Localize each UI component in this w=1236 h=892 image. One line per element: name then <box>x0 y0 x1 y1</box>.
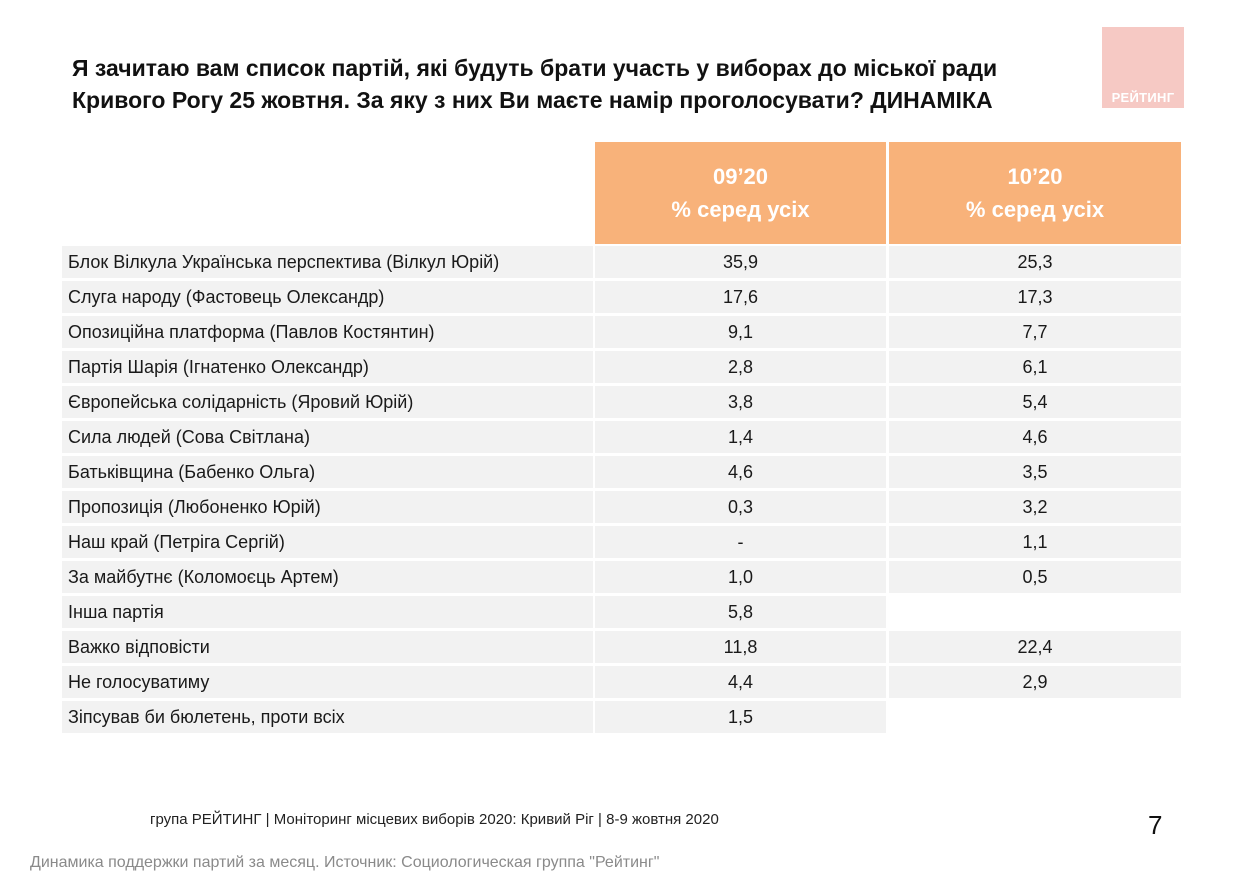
row-label: Опозиційна платформа (Павлов Костянтин) <box>62 316 593 348</box>
value-10-20: 5,4 <box>889 386 1181 418</box>
row-label: Не голосуватиму <box>62 666 593 698</box>
row-label: Європейська солідарність (Яровий Юрій) <box>62 386 593 418</box>
row-label: Інша партія <box>62 596 593 628</box>
table-row: Зіпсував би бюлетень, проти всіх 1,5 <box>0 701 1236 733</box>
value-10-20: 3,5 <box>889 456 1181 488</box>
row-label: Слуга народу (Фастовець Олександр) <box>62 281 593 313</box>
table-row: За майбутнє (Коломоєць Артем) 1,0 0,5 <box>0 561 1236 593</box>
value-10-20: 25,3 <box>889 246 1181 278</box>
row-label: Наш край (Петріга Сергій) <box>62 526 593 558</box>
value-09-20: 2,8 <box>595 351 886 383</box>
value-09-20: 4,6 <box>595 456 886 488</box>
value-09-20: 11,8 <box>595 631 886 663</box>
results-table: 09’20 % серед усіх 10’20 % серед усіх Бл… <box>0 142 1236 733</box>
row-label: Сила людей (Сова Світлана) <box>62 421 593 453</box>
row-label: Зіпсував би бюлетень, проти всіх <box>62 701 593 733</box>
column-subtitle: % серед усіх <box>965 197 1105 222</box>
value-10-20: 17,3 <box>889 281 1181 313</box>
value-09-20: 17,6 <box>595 281 886 313</box>
table-row: Партія Шарія (Ігнатенко Олександр) 2,8 6,1 <box>0 351 1236 383</box>
table-row: Слуга народу (Фастовець Олександр) 17,6 17… <box>0 281 1236 313</box>
column-period: 09’20 <box>712 164 769 189</box>
value-09-20: 9,1 <box>595 316 886 348</box>
value-10-20: 6,1 <box>889 351 1181 383</box>
value-10-20 <box>889 701 1181 733</box>
column-period: 10’20 <box>1007 164 1063 189</box>
row-label: Батьківщина (Бабенко Ольга) <box>62 456 593 488</box>
row-label: Блок Вілкула Українська перспектива (Віл… <box>62 246 593 278</box>
value-10-20: 4,6 <box>889 421 1181 453</box>
table-row: Пропозиція (Любоненко Юрій) 0,3 3,2 <box>0 491 1236 523</box>
row-label: Пропозиція (Любоненко Юрій) <box>62 491 593 523</box>
value-10-20 <box>889 596 1181 628</box>
table-row: Батьківщина (Бабенко Ольга) 4,6 3,5 <box>0 456 1236 488</box>
table-row: Блок Вілкула Українська перспектива (Віл… <box>0 246 1236 278</box>
table-row: Не голосуватиму 4,4 2,9 <box>0 666 1236 698</box>
table-row: Сила людей (Сова Світлана) 1,4 4,6 <box>0 421 1236 453</box>
slide-title: Я зачитаю вам список партій, які будуть … <box>72 55 998 113</box>
image-caption: Динамика поддержки партий за месяц. Исто… <box>30 854 660 871</box>
row-label: Важко відповісти <box>62 631 593 663</box>
value-09-20: - <box>595 526 886 558</box>
value-10-20: 1,1 <box>889 526 1181 558</box>
value-09-20: 1,5 <box>595 701 886 733</box>
value-09-20: 4,4 <box>595 666 886 698</box>
value-09-20: 5,8 <box>595 596 886 628</box>
value-09-20: 3,8 <box>595 386 886 418</box>
value-10-20: 7,7 <box>889 316 1181 348</box>
table-row: Європейська солідарність (Яровий Юрій) 3,… <box>0 386 1236 418</box>
table-row: Наш край (Петріга Сергій) -1,1 <box>0 526 1236 558</box>
value-09-20: 35,9 <box>595 246 886 278</box>
row-label: За майбутнє (Коломоєць Артем) <box>62 561 593 593</box>
value-10-20: 2,9 <box>889 666 1181 698</box>
value-10-20: 0,5 <box>889 561 1181 593</box>
page-number: 7 <box>1148 810 1163 840</box>
value-10-20: 3,2 <box>889 491 1181 523</box>
table-row: Опозиційна платформа (Павлов Костянтин) 9… <box>0 316 1236 348</box>
value-09-20: 0,3 <box>595 491 886 523</box>
value-10-20: 22,4 <box>889 631 1181 663</box>
row-label: Партія Шарія (Ігнатенко Олександр) <box>62 351 593 383</box>
table-row: Інша партія 5,8 <box>0 596 1236 628</box>
column-header-09-20: 09’20 % серед усіх <box>595 142 886 244</box>
value-09-20: 1,4 <box>595 421 886 453</box>
column-subtitle: % серед усіх <box>671 197 810 222</box>
rating-logo: РЕЙТИНГ <box>1102 27 1184 108</box>
table-row: Важко відповісти 11,8 22,4 <box>0 631 1236 663</box>
value-09-20: 1,0 <box>595 561 886 593</box>
logo-text: РЕЙТИНГ <box>1111 90 1175 105</box>
footer-text: група РЕЙТИНГ | Моніторинг місцевих вибо… <box>150 811 719 828</box>
column-header-10-20: 10’20 % серед усіх <box>889 142 1181 244</box>
